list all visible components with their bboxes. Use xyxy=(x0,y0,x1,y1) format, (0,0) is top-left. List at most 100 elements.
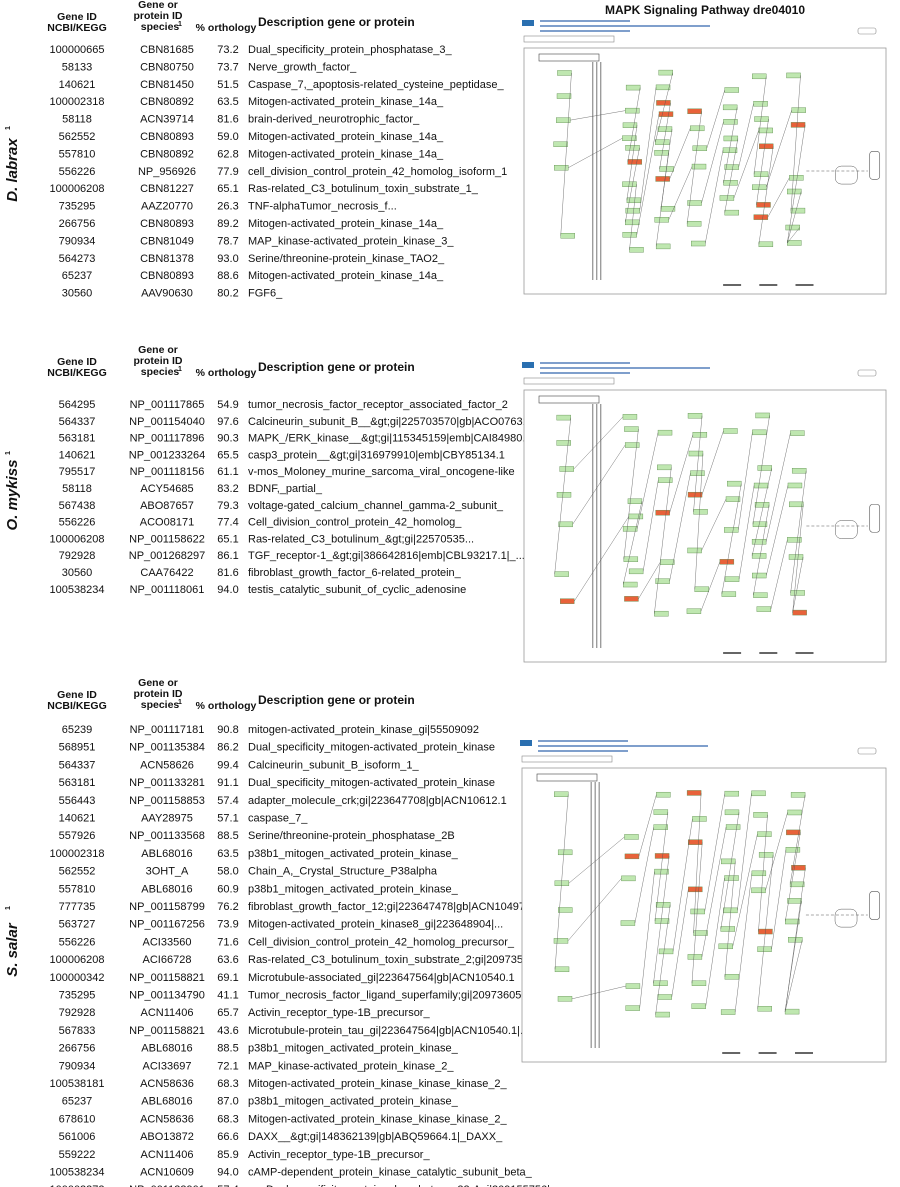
gene-id: 563181 xyxy=(59,777,96,789)
description: Tumor_necrosis_factor_ligand_superfamily… xyxy=(248,990,537,1002)
orthology: 59.0 xyxy=(217,131,238,143)
description: cell_division_control_protein_42_homolog… xyxy=(248,166,507,178)
edge xyxy=(766,110,792,188)
orthology: 81.6 xyxy=(217,567,238,579)
map-label xyxy=(538,395,600,404)
edge xyxy=(669,128,691,180)
map-button xyxy=(857,747,877,755)
protein-id: NP_001135384 xyxy=(129,742,205,754)
map-button xyxy=(857,27,877,35)
gene-box xyxy=(759,143,774,150)
description: Dual_specificity_protein_phosphatase_22-… xyxy=(266,1184,550,1187)
orthology: 51.5 xyxy=(217,79,238,91)
gene-box xyxy=(757,831,772,837)
map-button xyxy=(857,369,877,377)
gene-box xyxy=(721,858,736,865)
description: Cell_division_control_protein_42_homolog… xyxy=(248,517,462,529)
orthology: 57.4 xyxy=(217,795,238,807)
gene-box xyxy=(657,126,673,132)
edge xyxy=(639,87,657,211)
gene-box xyxy=(686,790,702,796)
protein-id: NP_956926 xyxy=(138,166,196,178)
gene-box xyxy=(791,468,807,474)
protein-id: ACY54685 xyxy=(140,483,193,495)
gene-id: 777735 xyxy=(59,901,96,913)
gene-box xyxy=(787,898,802,904)
gene-id: 564337 xyxy=(59,759,96,771)
edge xyxy=(789,794,806,885)
gene-id: 140621 xyxy=(59,79,96,91)
protein-id: NP_001118156 xyxy=(130,466,205,478)
description: Chain_A,_Crystal_Structure_P38alpha xyxy=(248,866,438,878)
edge xyxy=(767,177,790,218)
edge xyxy=(720,812,740,929)
gene-box xyxy=(688,839,703,845)
description: fibroblast_growth_factor_6-related_prote… xyxy=(248,567,462,579)
orthology: 57.4 xyxy=(217,1184,238,1187)
orthology: 99.4 xyxy=(217,759,238,771)
edge xyxy=(700,561,721,612)
orthology: 90.8 xyxy=(217,724,238,736)
orthology: 93.0 xyxy=(217,253,238,265)
header-protein-id: Gene or xyxy=(138,344,178,356)
orthology: 58.0 xyxy=(217,866,238,878)
gene-id: 735295 xyxy=(59,990,96,1002)
orthology: 86.2 xyxy=(217,742,238,754)
edge xyxy=(573,416,624,470)
edge xyxy=(653,855,670,984)
protein-id: ABL68016 xyxy=(141,883,192,895)
gene-box xyxy=(788,554,804,560)
edge xyxy=(751,467,772,556)
map-select xyxy=(523,377,615,385)
gene-id: 100538234 xyxy=(49,1167,104,1179)
gene-box xyxy=(558,521,573,528)
gene-id: 562552 xyxy=(59,866,96,878)
gene-box xyxy=(694,586,710,593)
description: Mitogen-activated_protein_kinase_kinase_… xyxy=(248,1113,508,1125)
gene-id: 735295 xyxy=(59,201,96,213)
header-orthology: % orthology xyxy=(196,700,257,712)
species-superscript: 1 xyxy=(5,126,12,130)
gene-id: 100000665 xyxy=(49,44,104,56)
protein-id: ABL68016 xyxy=(141,848,192,860)
header-description: Description gene or protein xyxy=(258,693,415,707)
edge xyxy=(554,794,569,970)
gene-id: 65237 xyxy=(62,1096,93,1108)
species-name: D. labrax xyxy=(4,138,21,202)
protein-id: ACO08171 xyxy=(140,517,194,529)
edge xyxy=(790,75,801,211)
gene-id: 563181 xyxy=(59,433,96,445)
gene-box xyxy=(656,791,671,798)
orthology: 71.6 xyxy=(217,936,238,948)
protein-id: ACN58636 xyxy=(140,1078,194,1090)
gene-box xyxy=(692,432,708,438)
header-gene-id: Gene ID xyxy=(57,356,97,368)
edge xyxy=(693,792,702,934)
edge xyxy=(738,485,755,580)
gene-box xyxy=(557,70,572,76)
protein-id: NP_001118061 xyxy=(130,584,205,596)
gene-box xyxy=(691,1003,706,1009)
gene-box xyxy=(556,440,571,446)
gene-box xyxy=(622,135,637,141)
edge xyxy=(686,111,702,224)
gene-box xyxy=(657,429,673,436)
gene-id: 556226 xyxy=(59,936,96,948)
gene-box xyxy=(792,609,807,616)
gene-box xyxy=(654,868,669,875)
protein-id: NP_001133568 xyxy=(129,830,205,842)
gene-box xyxy=(718,943,733,950)
orthology: 73.9 xyxy=(217,919,238,931)
description: TNF-alphaTumor_necrosis_f... xyxy=(248,201,397,213)
description: Mitogen-activated_protein_kinase_14a_ xyxy=(248,218,444,230)
gene-box xyxy=(554,880,570,886)
protein-id: CBN80892 xyxy=(140,96,194,108)
edge xyxy=(568,138,623,168)
protein-id: ACI66728 xyxy=(143,954,192,966)
edge xyxy=(701,430,724,495)
description: Ras-related_C3_botulinum_toxin_substrate… xyxy=(248,954,532,966)
figure-title: MAPK Signaling Pathway dre04010 xyxy=(605,3,805,17)
gene-box xyxy=(791,107,806,113)
protein-id: ACN11406 xyxy=(141,1007,194,1019)
gene-id: 100002318 xyxy=(49,96,104,108)
